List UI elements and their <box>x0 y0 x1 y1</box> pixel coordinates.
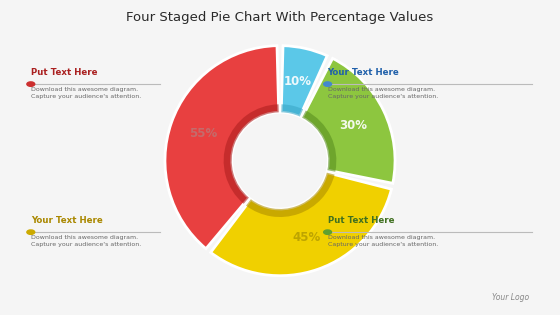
Text: Download this awesome diagram.
Capture your audience's attention.: Download this awesome diagram. Capture y… <box>328 235 438 247</box>
Text: Download this awesome diagram.
Capture your audience's attention.: Download this awesome diagram. Capture y… <box>328 87 438 99</box>
Text: Put Text Here: Put Text Here <box>31 68 97 77</box>
Text: 10%: 10% <box>284 75 312 88</box>
Text: Your Logo: Your Logo <box>492 293 529 302</box>
Text: Download this awesome diagram.
Capture your audience's attention.: Download this awesome diagram. Capture y… <box>31 87 141 99</box>
Text: Four Staged Pie Chart With Percentage Values: Four Staged Pie Chart With Percentage Va… <box>127 11 433 24</box>
Text: 30%: 30% <box>339 119 367 132</box>
Text: Download this awesome diagram.
Capture your audience's attention.: Download this awesome diagram. Capture y… <box>31 235 141 247</box>
Text: Your Text Here: Your Text Here <box>31 216 102 225</box>
Wedge shape <box>302 58 395 183</box>
Wedge shape <box>302 111 337 172</box>
Text: 55%: 55% <box>189 127 217 140</box>
Wedge shape <box>211 173 391 276</box>
Wedge shape <box>165 46 279 249</box>
Wedge shape <box>246 173 335 217</box>
Text: Your Text Here: Your Text Here <box>328 68 399 77</box>
Text: Put Text Here: Put Text Here <box>328 216 394 225</box>
Text: 45%: 45% <box>293 231 321 244</box>
Wedge shape <box>281 46 327 117</box>
Wedge shape <box>223 104 279 204</box>
Wedge shape <box>281 104 303 117</box>
